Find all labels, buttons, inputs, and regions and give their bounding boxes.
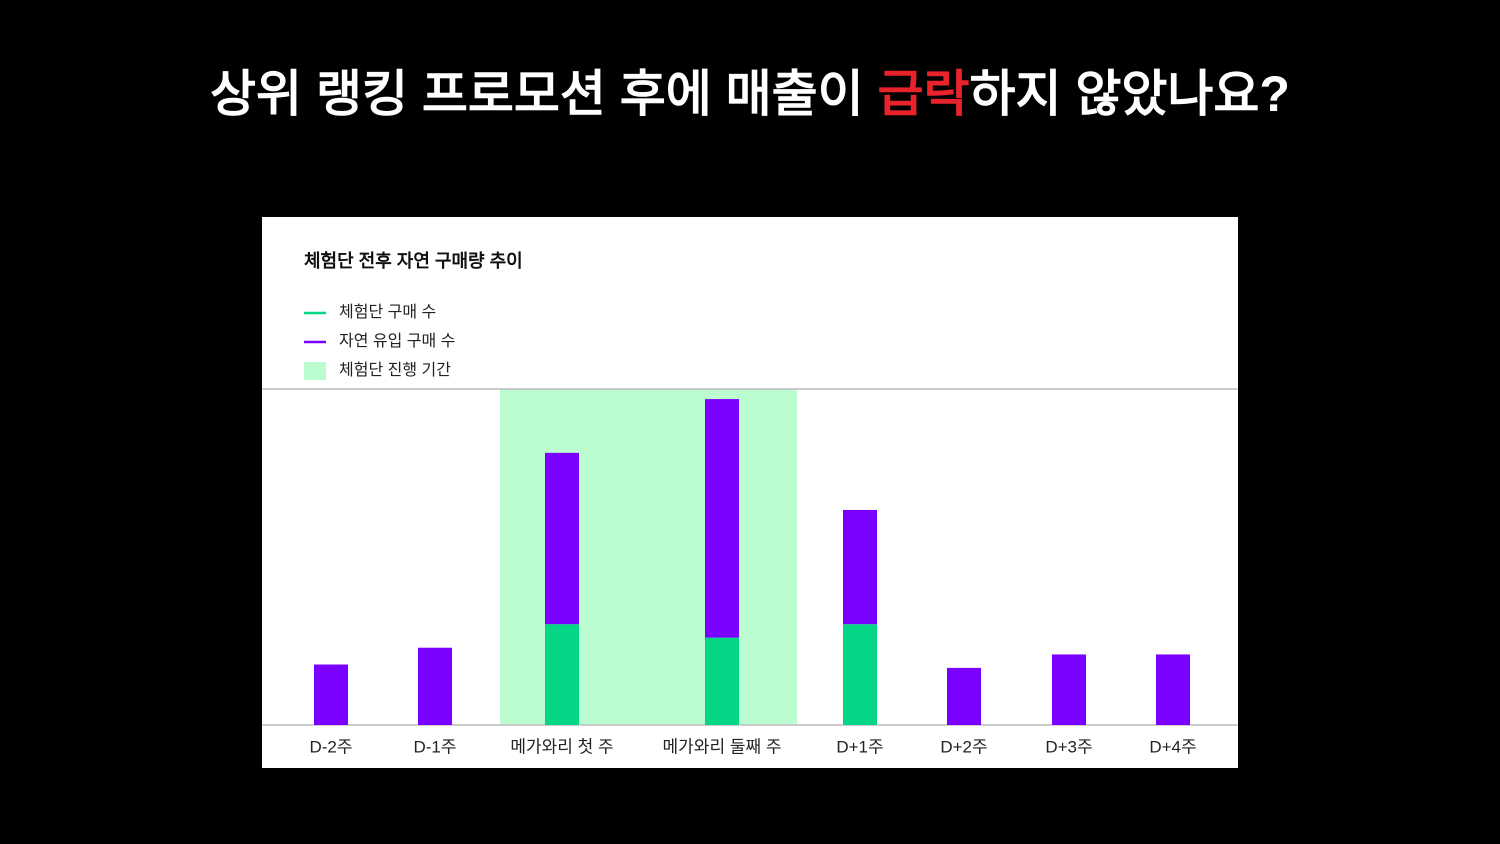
- x-tick-label: D-1주: [413, 737, 456, 756]
- bar-segment: [545, 624, 579, 725]
- chart-title: 체험단 전후 자연 구매량 추이: [304, 250, 523, 271]
- legend-swatch: [304, 362, 326, 380]
- bar-segment: [314, 664, 348, 725]
- bar-segment: [947, 667, 981, 725]
- title-part: 상위 랭킹 프로모션 후에 매출이: [210, 66, 877, 122]
- x-tick-label: D+3주: [1045, 737, 1092, 756]
- x-tick-label: D+4주: [1149, 737, 1196, 756]
- legend-label: 자연 유입 구매 수: [339, 332, 455, 350]
- highlight-band: [500, 389, 797, 725]
- slide-title: 상위 랭킹 프로모션 후에 매출이 급락하지 않았나요?: [210, 66, 1290, 122]
- bar-segment: [705, 637, 739, 725]
- x-tick-label: D+1주: [836, 737, 883, 756]
- legend-label: 체험단 구매 수: [339, 303, 436, 321]
- x-tick-label: D-2주: [309, 737, 352, 756]
- bar-segment: [843, 509, 877, 625]
- bar-segment: [418, 647, 452, 725]
- legend-label: 체험단 진행 기간: [339, 361, 451, 379]
- bar-segment: [843, 624, 877, 725]
- bar-segment: [545, 452, 579, 625]
- bar-segment: [1156, 654, 1190, 725]
- x-tick-label: D+2주: [940, 737, 987, 756]
- title-part: 급락: [878, 66, 970, 122]
- bar-segment: [705, 399, 739, 638]
- plot: D-2주 D-1주 메가와리 첫 주 메가와리 둘째 주 D+1주 D+2주 D+3주 D+4…: [262, 388, 1238, 756]
- x-tick-label: 메가와리 첫 주: [510, 737, 613, 756]
- title-part: 하지 않았나요?: [970, 66, 1290, 122]
- x-tick-label: 메가와리 둘째 주: [663, 737, 782, 756]
- bar-segment: [1052, 654, 1086, 725]
